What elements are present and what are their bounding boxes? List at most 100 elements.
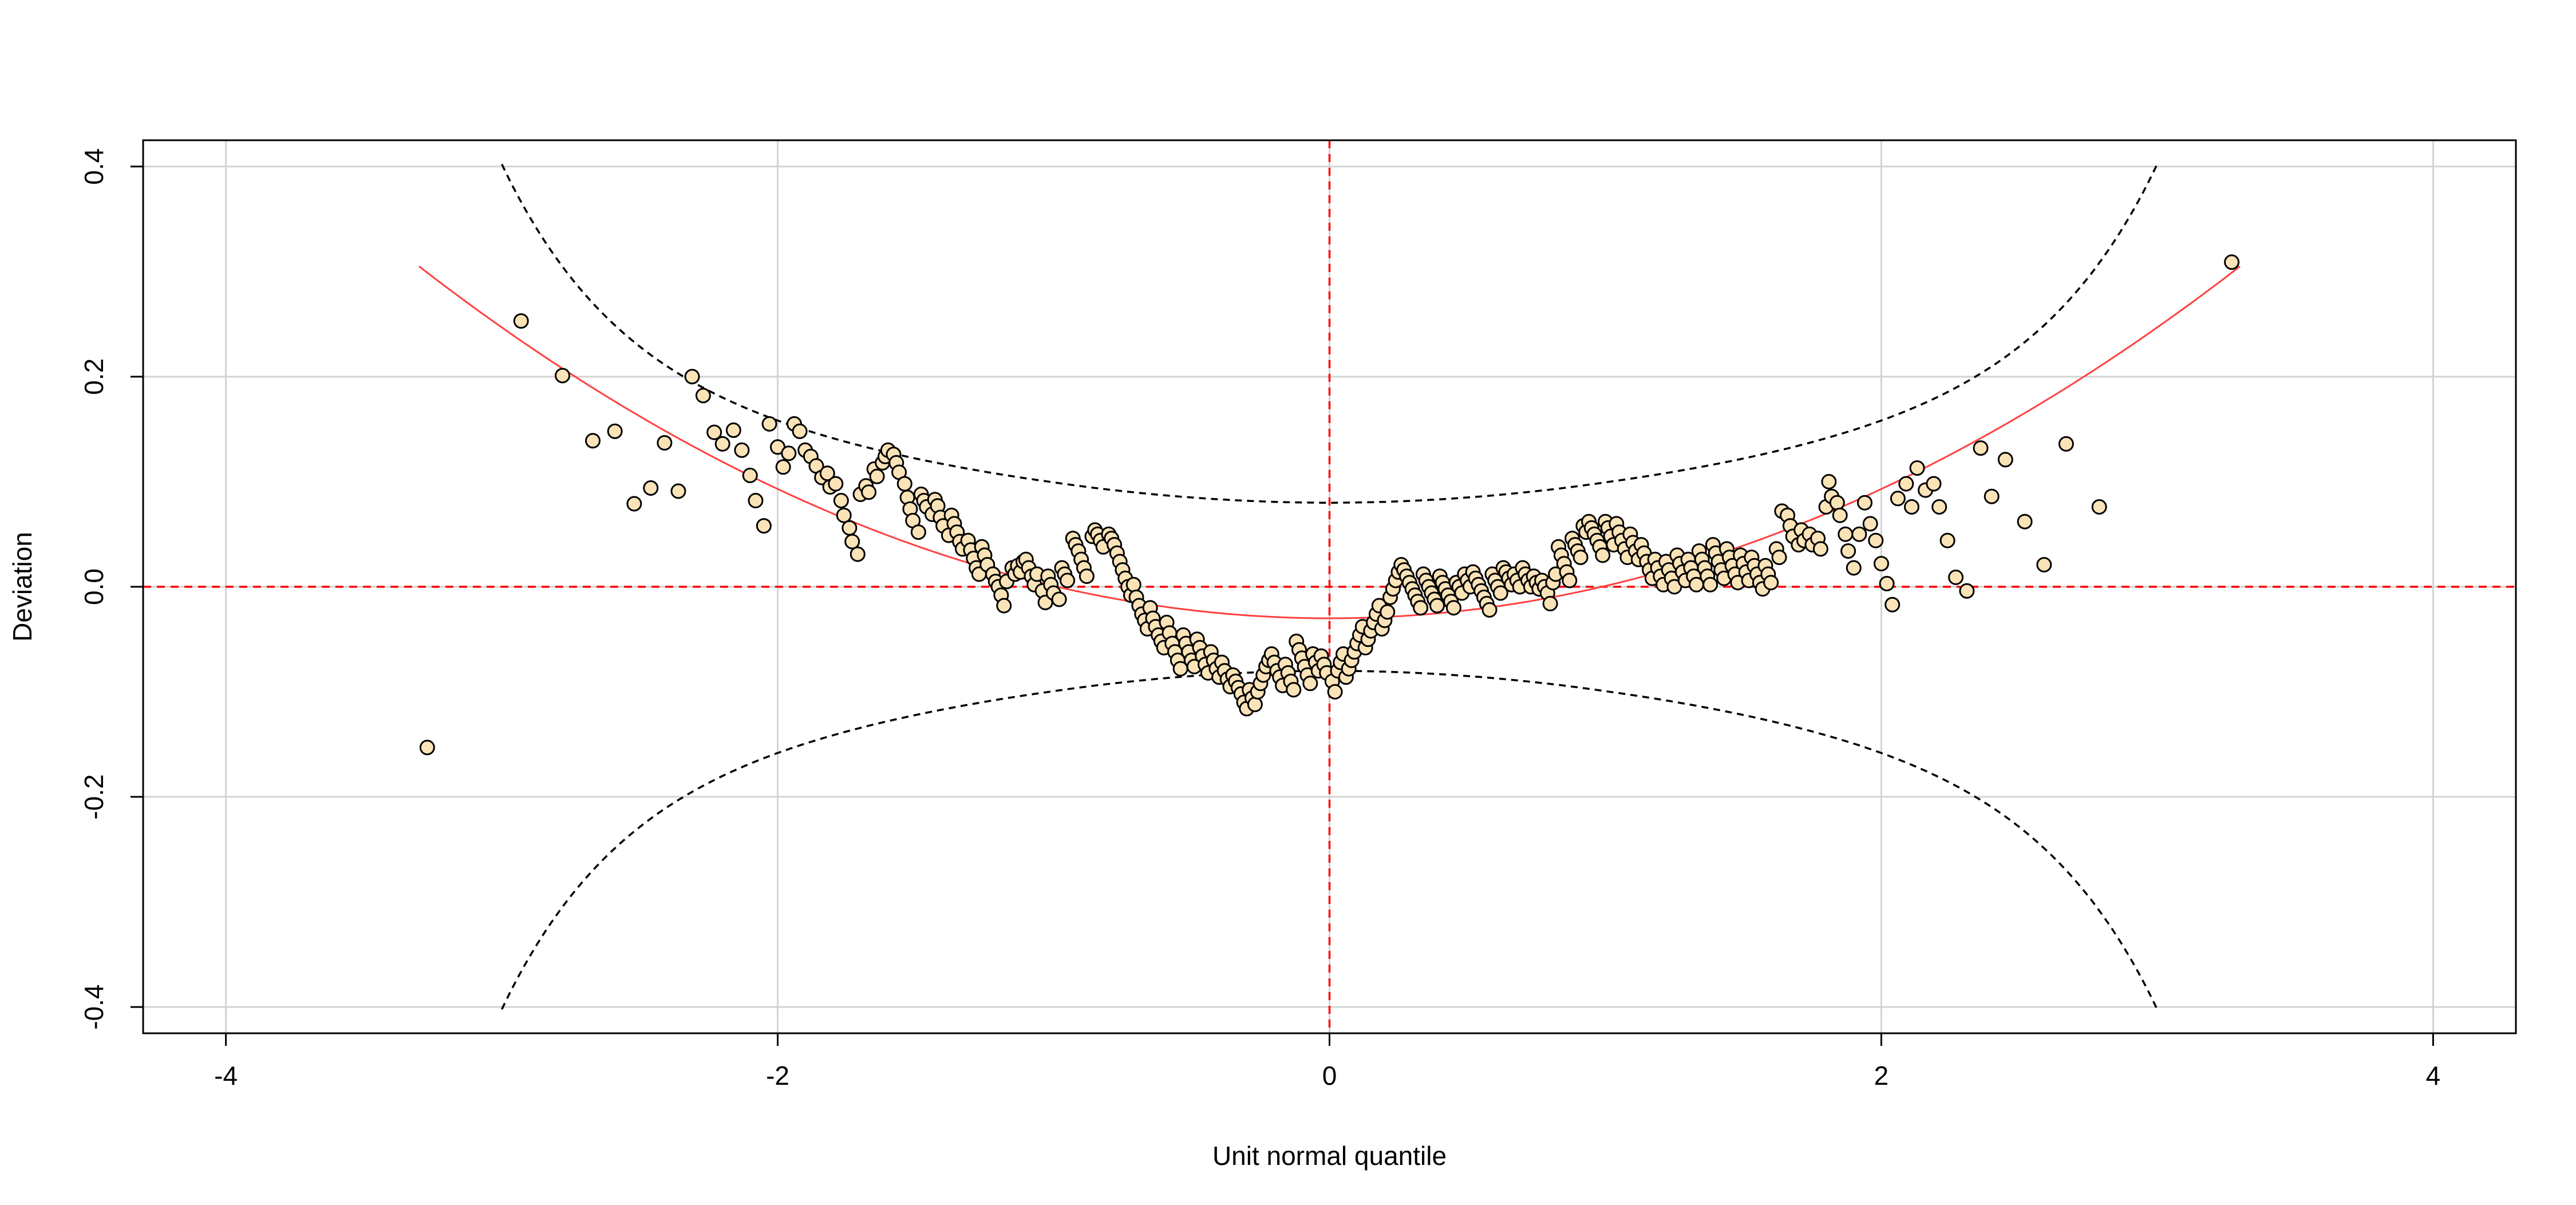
data-point [1931,499,1947,515]
data-point [626,496,642,512]
data-point [850,546,866,562]
data-point [1595,547,1611,563]
reference-lines [143,140,2516,1033]
data-point [1926,476,1942,492]
data-point [1445,600,1461,616]
data-point [1812,541,1828,557]
confidence-band-lower [501,670,2158,1010]
data-point [1874,556,1889,572]
x-tick-label: -4 [214,1061,238,1091]
data-point [1959,583,1975,599]
data-point [1481,602,1498,618]
data-point [555,368,571,384]
data-point [1573,550,1589,566]
data-point [1060,572,1076,588]
data-point [844,534,860,550]
data-point [1125,576,1141,592]
data-point [761,416,777,432]
data-point [607,423,623,439]
data-point [1973,440,1989,456]
data-point [1939,532,1955,548]
data-point [1890,491,1906,507]
data-point [996,598,1012,614]
data-point [1247,697,1263,713]
y-axis-label: Deviation [7,532,37,642]
data-point [1771,550,1787,566]
data-point [2017,513,2033,530]
data-point [1542,595,1558,611]
data-point [1904,499,1919,515]
data-point [1286,682,1302,698]
data-point [1302,675,1318,692]
x-tick-label: -2 [766,1061,789,1091]
data-point [2058,436,2074,452]
y-tick-label: 0.2 [79,358,109,395]
data-point [1821,474,1837,489]
data-point [1997,452,2013,468]
data-point [1832,507,1848,523]
data-point [2224,254,2240,270]
data-point [585,433,601,449]
data-point [695,388,711,404]
fitted-curve-group [418,266,2241,619]
x-axis: -4 -2 0 2 4 [214,1032,2441,1091]
data-point [828,476,844,492]
data-point [643,480,659,496]
data-point [1838,526,1854,542]
data-point [1413,600,1429,616]
data-point [775,459,791,475]
data-point [714,436,730,452]
x-tick-label: 0 [1322,1061,1337,1091]
data-point [734,442,750,458]
x-tick-label: 2 [1874,1061,1889,1091]
data-point [670,483,686,499]
data-point [657,435,673,451]
data-point [1327,684,1343,700]
data-point [1948,570,1964,585]
data-point [419,740,435,756]
data-point [1429,598,1445,614]
data-point [1862,516,1878,532]
confidence-bands [501,164,2158,1010]
data-point [1702,576,1718,592]
data-point [841,520,858,536]
x-tick-label: 4 [2426,1061,2441,1091]
data-point [1078,568,1095,584]
data-point [1562,572,1578,588]
data-point [1380,604,1396,620]
y-tick-label: 0.4 [79,148,109,185]
data-point [742,468,758,483]
data-point [792,423,808,439]
data-point [869,468,885,484]
data-point [1909,460,1925,476]
data-point [833,493,849,508]
y-axis: -0.4 -0.2 0.0 0.2 0.4 [79,148,144,1030]
y-tick-label: -0.4 [79,984,109,1029]
data-point [706,424,722,440]
data-point [725,422,741,438]
data-point [756,518,772,534]
data-point [910,524,926,540]
y-tick-label: 0.0 [79,568,109,605]
data-points [419,254,2240,756]
data-point [836,507,852,523]
data-point [2091,499,2107,515]
data-point [1898,476,1914,492]
data-point [781,445,797,461]
data-point [1984,488,2000,504]
data-point [684,369,700,385]
data-point [748,493,764,508]
data-point [1846,560,1862,576]
data-point [2036,557,2052,572]
data-point [1884,596,1901,613]
y-tick-label: -0.2 [79,774,109,819]
confidence-band-upper [501,164,2158,504]
data-point [1868,532,1884,548]
data-point [1492,585,1508,601]
data-point [1051,591,1067,607]
data-point [1851,526,1867,542]
data-point [896,476,912,492]
data-point [1857,495,1872,511]
data-point [1840,543,1856,559]
